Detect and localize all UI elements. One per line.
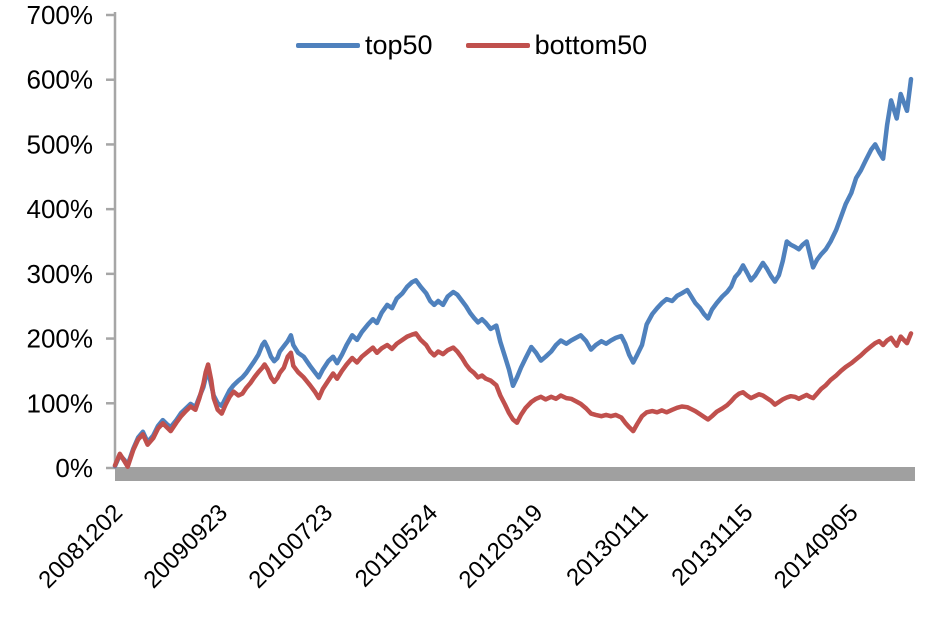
legend-label-top50: top50	[365, 30, 433, 60]
y-tick-label: 400%	[27, 194, 94, 224]
y-tick-label: 300%	[27, 259, 94, 289]
y-tick-label: 200%	[27, 324, 94, 354]
x-tick-label: 20130111	[561, 499, 653, 591]
y-tick-label: 100%	[27, 388, 94, 418]
x-axis-baseline-bar	[115, 467, 915, 481]
legend-line-swatch-top50	[296, 43, 360, 48]
x-tick-label: 20100723	[244, 499, 339, 594]
legend-label-bottom50: bottom50	[534, 30, 648, 60]
y-tick-label: 0%	[55, 453, 93, 483]
x-tick-label: 20081202	[33, 499, 128, 594]
x-tick-label: 20110524	[350, 499, 443, 592]
y-tick-label: 700%	[27, 0, 94, 30]
legend-line-swatch-bottom50	[465, 43, 530, 48]
legend-item-bottom50: bottom50	[465, 30, 648, 61]
series-line-bottom50	[112, 331, 914, 469]
y-tick-label: 600%	[27, 65, 94, 95]
y-tick-label: 500%	[27, 129, 94, 159]
x-tick-label: 20120319	[454, 499, 549, 594]
series-line-top50	[112, 76, 914, 469]
x-tick-label: 20131115	[666, 499, 758, 591]
x-tick-label: 20140905	[769, 499, 864, 594]
chart-legend: top50 bottom50	[296, 30, 647, 61]
legend-item-top50: top50	[296, 30, 433, 61]
x-tick-label: 20090923	[138, 499, 233, 594]
